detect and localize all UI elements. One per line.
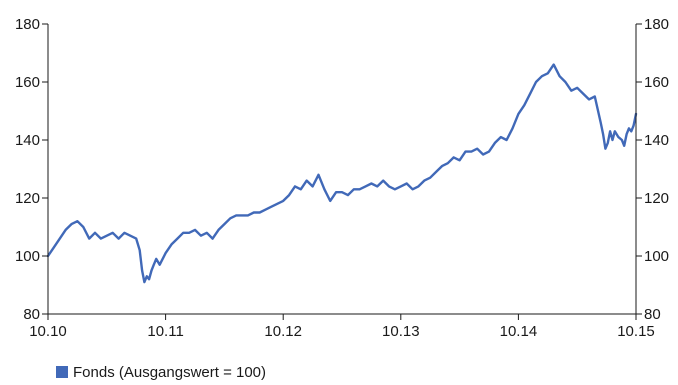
y-tick-label-right: 80 <box>644 306 661 323</box>
series-line-fonds <box>46 63 638 284</box>
legend-label-fonds: Fonds (Ausgangswert = 100) <box>73 363 267 381</box>
y-tick-label-right: 180 <box>644 16 669 33</box>
x-tick-label: 10.12 <box>264 323 302 340</box>
y-tick-label-left: 100 <box>15 248 40 265</box>
y-tick-label-right: 100 <box>644 248 669 265</box>
x-tick-label: 10.14 <box>500 323 538 340</box>
y-tick-label-right: 140 <box>644 132 669 149</box>
y-tick-label-right: 160 <box>644 74 669 91</box>
y-tick-label-left: 180 <box>15 16 40 33</box>
x-tick-label: 10.11 <box>147 323 183 340</box>
line-chart: 80 80 100 100 120 120 140 140 160 160 180 180 10.10 1… <box>15 16 669 340</box>
y-tick-label-left: 120 <box>15 190 40 207</box>
y-tick-label-left: 160 <box>15 74 40 91</box>
x-tick-label: 10.13 <box>382 323 420 340</box>
x-tick-label: 10.15 <box>617 323 655 340</box>
legend-swatch <box>56 366 68 378</box>
y-tick-label-left: 140 <box>15 132 40 149</box>
y-tick-label-right: 120 <box>644 190 669 207</box>
plot-area <box>46 63 638 284</box>
legend: Fonds (Ausgangswert = 100) <box>56 362 266 382</box>
axes <box>47 24 637 315</box>
x-tick-label: 10.10 <box>29 323 67 340</box>
ticks: 80 80 100 100 120 120 140 140 160 160 180 180 10.10 1… <box>15 16 669 340</box>
y-tick-label-left: 80 <box>23 306 40 323</box>
